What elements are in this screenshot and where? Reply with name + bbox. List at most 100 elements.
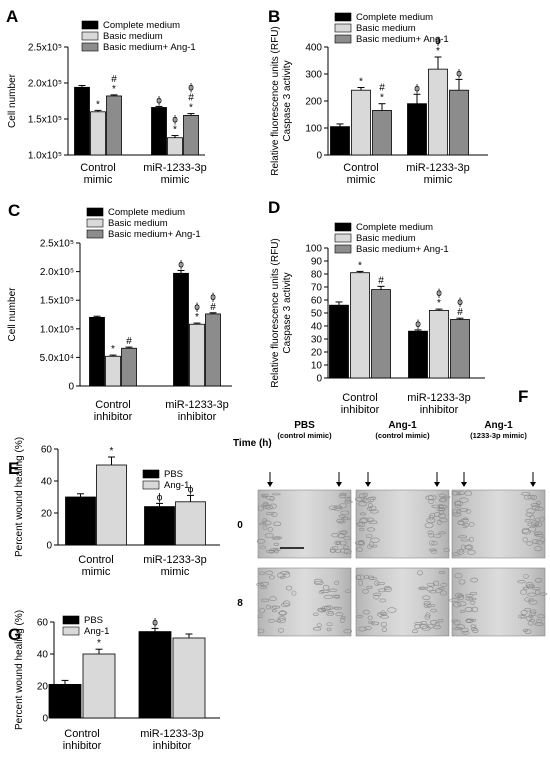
significance-mark: ϕ #	[210, 292, 216, 313]
cell-mark	[261, 504, 271, 509]
cell-mark	[373, 592, 382, 597]
legend-swatch	[81, 42, 99, 52]
cell-mark	[316, 623, 322, 628]
significance-mark: *	[97, 638, 101, 649]
cell-mark	[468, 522, 475, 527]
cell-mark	[521, 491, 531, 496]
cell-mark	[439, 590, 447, 596]
bar	[74, 86, 90, 156]
cell-mark	[528, 614, 534, 619]
cell-mark	[370, 537, 380, 543]
cell-mark	[374, 580, 380, 586]
cell-mark	[470, 624, 477, 628]
cell-mark	[522, 536, 528, 543]
y-axis-label: Cell number	[7, 73, 18, 128]
micrograph-column-title: PBS	[294, 420, 315, 431]
cell-mark	[333, 606, 339, 610]
panel-letter: D	[268, 198, 280, 217]
cell-mark	[527, 592, 537, 597]
cell-mark	[267, 618, 276, 623]
y-axis-label: Percent wound healing (%)	[14, 437, 25, 557]
y-tick-label: 70	[311, 283, 323, 294]
significance-mark: # *	[379, 83, 385, 104]
cell-mark	[364, 574, 370, 579]
bar	[449, 89, 469, 156]
cell-mark	[461, 627, 469, 633]
cell-mark	[344, 589, 352, 594]
y-tick-label: 50	[311, 309, 323, 320]
cell-mark	[438, 493, 446, 498]
cell-mark	[527, 621, 534, 626]
cell-mark	[534, 589, 541, 596]
y-tick-label: 400	[305, 43, 322, 54]
cell-mark	[526, 541, 533, 546]
cell-mark	[273, 521, 282, 527]
cell-mark	[339, 617, 345, 623]
cell-mark	[334, 580, 339, 586]
cell-mark	[459, 497, 469, 503]
y-tick-label: 0	[46, 541, 52, 552]
cell-mark	[380, 621, 388, 627]
cell-mark	[462, 517, 469, 521]
cell-mark	[362, 609, 370, 615]
cell-mark	[534, 523, 540, 527]
cell-mark	[535, 500, 541, 505]
cell-mark	[338, 514, 345, 518]
micrograph-image	[355, 489, 450, 559]
time-point-label: 8	[237, 598, 243, 609]
significance-mark: *	[96, 99, 100, 110]
cell-mark	[369, 509, 379, 514]
x-category-label: Control inhibitor	[63, 728, 102, 752]
cell-mark	[365, 534, 373, 538]
bar	[450, 319, 470, 379]
bar	[48, 684, 82, 719]
cell-mark	[535, 540, 544, 545]
cell-mark	[457, 535, 468, 539]
cell-mark	[526, 508, 536, 514]
significance-mark: *	[111, 344, 115, 355]
cell-mark	[463, 522, 469, 528]
cell-mark	[427, 530, 434, 535]
cell-mark	[426, 582, 435, 587]
legend-swatch	[86, 207, 104, 217]
cell-mark	[528, 526, 537, 532]
arrow-head	[365, 482, 371, 487]
cell-mark	[259, 571, 265, 575]
cell-mark	[326, 622, 333, 627]
cell-mark	[278, 627, 284, 633]
cell-mark	[369, 505, 377, 512]
y-axis-label: Cell number	[7, 287, 18, 342]
cell-mark	[323, 594, 334, 599]
y-tick-label: 20	[311, 348, 323, 359]
cell-mark	[271, 609, 277, 613]
significance-mark: ϕ	[188, 484, 194, 495]
cell-mark	[522, 574, 529, 579]
significance-mark: *	[358, 260, 362, 271]
cell-mark	[429, 619, 438, 625]
cell-mark	[262, 518, 268, 523]
y-tick-label: 40	[37, 650, 49, 661]
significance-mark: ϕ	[157, 492, 163, 503]
significance-mark: ϕ	[152, 617, 158, 628]
cell-mark	[522, 586, 530, 590]
cell-mark	[524, 597, 530, 602]
cell-mark	[343, 536, 351, 541]
cell-mark	[367, 527, 376, 532]
significance-mark: ϕ *	[194, 302, 200, 323]
y-tick-label: 90	[311, 257, 323, 268]
cell-mark	[364, 626, 372, 630]
cell-mark	[530, 609, 537, 615]
legend-swatch	[81, 20, 99, 30]
x-category-label: miR-1233-3p mimic	[143, 162, 207, 186]
cell-mark	[262, 501, 269, 507]
cell-mark	[456, 624, 465, 630]
cell-mark	[458, 508, 469, 512]
x-category-label: Control mimic	[343, 162, 378, 186]
chart-panel-b: B 0 100 200 300 400 Relative fluorescence unit…	[268, 7, 488, 186]
cell-mark	[455, 504, 461, 509]
cell-mark	[258, 607, 266, 614]
cell-mark	[269, 548, 278, 552]
legend-label: Basic medium	[103, 31, 163, 42]
cell-mark	[464, 490, 473, 496]
cell-mark	[469, 600, 476, 605]
